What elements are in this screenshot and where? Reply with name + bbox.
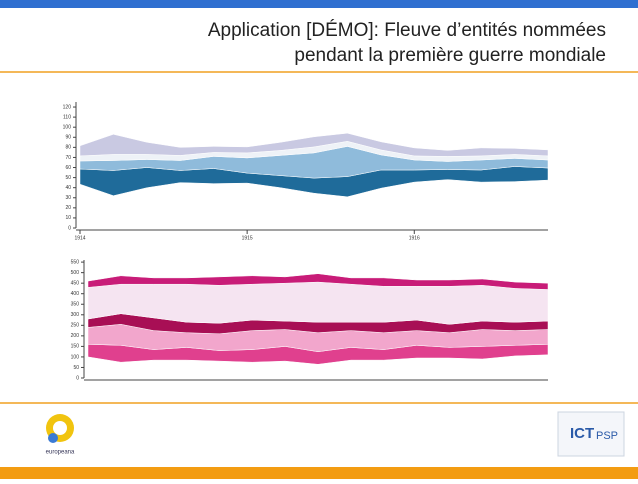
y-tick-label: 450 bbox=[71, 281, 80, 287]
y-tick-label: 200 bbox=[71, 333, 80, 339]
y-tick-label: 150 bbox=[71, 344, 80, 350]
y-tick-label: 400 bbox=[71, 291, 80, 297]
y-tick-label: 100 bbox=[63, 125, 72, 131]
top-bar bbox=[0, 0, 638, 8]
bottom-bar bbox=[0, 467, 638, 479]
y-tick-label: 550 bbox=[71, 259, 80, 265]
stream-layer bbox=[87, 273, 549, 290]
y-tick-label: 0 bbox=[68, 225, 71, 231]
y-tick-label: 50 bbox=[73, 365, 79, 371]
y-tick-label: 70 bbox=[65, 155, 71, 161]
y-tick-label: 50 bbox=[65, 175, 71, 181]
y-tick-label: 40 bbox=[65, 185, 71, 191]
y-tick-label: 250 bbox=[71, 323, 80, 329]
y-tick-label: 90 bbox=[65, 135, 71, 141]
title-line: Application [DÉMO]: Fleuve d’entités nom… bbox=[208, 20, 606, 41]
y-tick-label: 0 bbox=[76, 375, 79, 381]
y-tick-label: 60 bbox=[65, 165, 71, 171]
x-tick-label: 1915 bbox=[242, 235, 253, 241]
logo-text: ICT bbox=[570, 425, 594, 442]
y-tick-label: 350 bbox=[71, 302, 80, 308]
title-line: pendant la première guerre mondiale bbox=[294, 45, 606, 66]
y-tick-label: 100 bbox=[71, 354, 80, 360]
europeana-logo: europeana bbox=[46, 414, 75, 456]
y-tick-label: 30 bbox=[65, 195, 71, 201]
y-tick-label: 120 bbox=[63, 104, 72, 110]
y-tick-label: 110 bbox=[63, 114, 71, 120]
x-tick-label: 1916 bbox=[409, 235, 420, 241]
y-tick-label: 80 bbox=[65, 145, 71, 151]
y-tick-label: 10 bbox=[65, 215, 71, 221]
y-tick-label: 20 bbox=[65, 205, 71, 211]
x-tick-label: 1914 bbox=[74, 235, 85, 241]
logo-text: europeana bbox=[46, 450, 75, 456]
y-tick-label: 300 bbox=[71, 312, 80, 318]
logo-text: PSP bbox=[596, 430, 618, 442]
y-tick-label: 500 bbox=[71, 270, 80, 276]
stream-layer bbox=[87, 281, 549, 325]
ictpsp-logo: ICT PSP bbox=[557, 411, 625, 457]
stream-layer bbox=[79, 132, 549, 157]
